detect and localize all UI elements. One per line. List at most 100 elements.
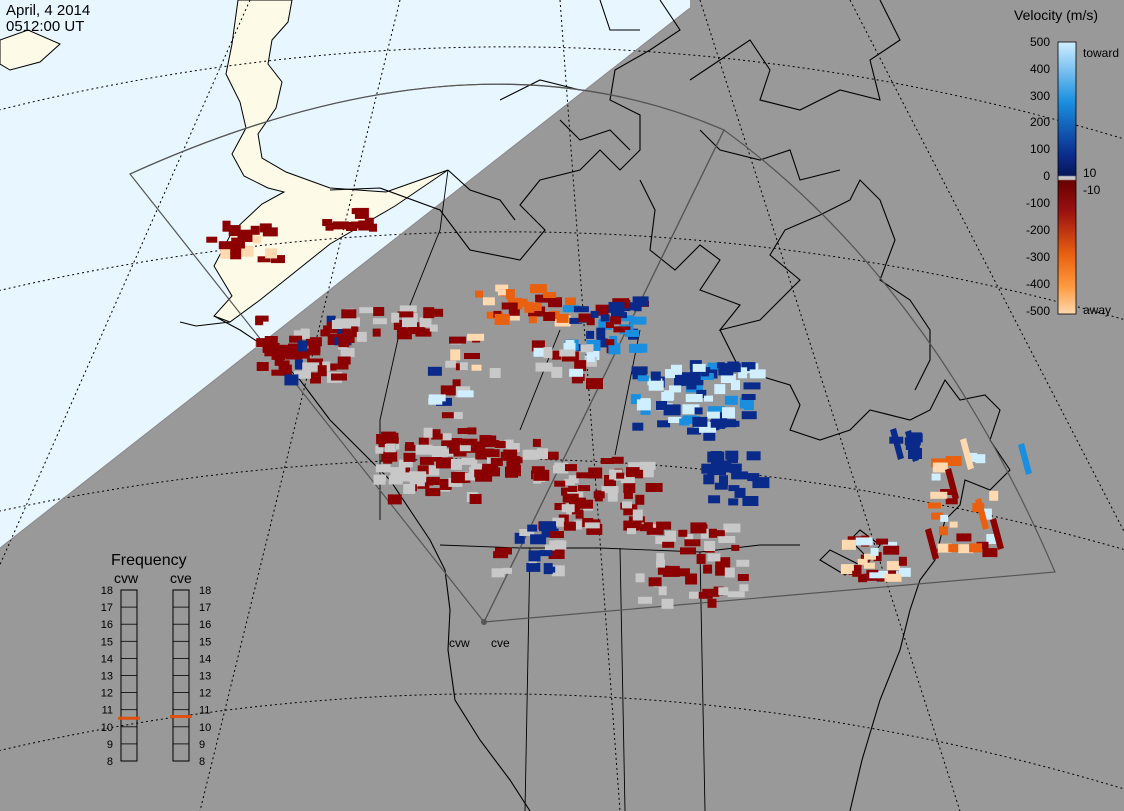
scatter-cell [381,431,397,438]
scatter-cell [509,314,520,321]
frequency-tick: 13 [199,671,211,683]
scatter-cell [690,522,707,534]
scatter-cell [674,374,690,386]
scatter-cell [645,483,663,492]
scatter-cell [693,375,704,386]
scatter-cell [940,489,956,495]
scatter-cell [569,317,583,324]
scatter-cell [752,477,770,489]
colorbar-tick: 200 [1030,115,1050,129]
scatter-cell [551,565,565,577]
scatter-cell [469,494,482,504]
scatter-cell [501,302,518,310]
scatter-cell [639,461,656,470]
scatter-cell [409,471,427,483]
frequency-tick: 11 [102,705,113,717]
scatter-cell [568,497,586,508]
scatter-cell [948,544,962,553]
scatter-cell [663,404,681,416]
scatter-cell [528,316,537,324]
scatter-cell [509,457,523,464]
scatter-cell [586,523,603,535]
frequency-tick: 12 [101,688,113,700]
scatter-cell [710,530,725,537]
scatter-cell [620,475,635,484]
scatter-cell [503,449,518,458]
scatter-cell [699,421,716,433]
scatter-cell [340,348,355,357]
scatter-cell [393,319,407,330]
scatter-cell [305,337,322,347]
colorbar-tick: -200 [1026,223,1050,237]
scatter-cell [731,471,749,480]
colorbar-away-label: away [1083,303,1111,317]
scatter-cell [284,374,299,386]
scatter-cell [898,556,907,566]
scatter-cell [427,366,442,376]
scatter-cell [700,373,714,380]
scatter-cell [417,465,429,475]
scatter-cell [707,598,717,608]
scatter-cell [553,540,564,547]
scatter-cell [546,566,556,573]
figure-date: April, 4 2014 [6,2,91,19]
scatter-cell [228,225,241,237]
scatter-cell [300,328,310,339]
scatter-cell [257,256,271,263]
scatter-cell [858,574,868,583]
scatter-cell [565,464,577,472]
scatter-cell [359,307,376,314]
frequency-tick: 8 [199,756,205,768]
scatter-cell [931,512,944,520]
scatter-cell [372,318,387,325]
scatter-cell [898,567,911,577]
terminator-line [0,7,691,549]
scatter-cell [623,491,633,499]
daylight-land-siberia [0,29,61,71]
scatter-cell [723,363,741,373]
scatter-cell [625,329,639,337]
scatter-cell [738,367,748,379]
scatter-cell [584,522,600,529]
scatter-cell [434,308,444,317]
frequency-panel: Frequency cvw cve 18 17 16 15 14 13 12 11 10 9 8 1… [101,552,212,768]
frequency-tick: 16 [199,619,211,631]
scatter-cell [852,570,861,577]
scatter-cell [884,573,902,582]
scatter-cell [508,306,520,316]
scatter-cell [530,534,547,545]
scatter-cell [656,559,665,568]
scatter-cell [685,394,703,402]
scatter-cell [535,362,553,372]
scatter-cell [680,547,696,555]
scatter-cell [569,368,584,377]
scatter-cell [529,284,547,294]
scatter-cell [578,485,591,492]
scatter-cell [703,429,716,441]
scatter-cell [317,365,327,377]
scatter-cell [513,465,521,477]
scatter-cell [741,394,756,400]
scatter-cell [662,565,680,577]
scatter-cell [883,541,897,548]
scatter-cell [543,347,553,359]
scatter-cell [354,207,369,219]
scatter-cell [350,221,368,229]
scatter-cell [527,563,539,571]
scatter-cell [562,305,580,313]
scatter-cell [718,587,729,596]
scatter-cell [640,408,651,415]
scatter-cell [403,452,416,462]
scatter-cell [505,466,516,478]
scatter-cell [643,522,653,531]
scatter-cell [658,586,667,596]
radar-scatter [206,207,1032,609]
scatter-cell [656,401,667,410]
frequency-tick: 8 [107,756,113,768]
scatter-cell [747,473,760,482]
scatter-cell [730,463,742,471]
scatter-cell [630,394,641,405]
scatter-cell [479,435,492,446]
colorbar-tick: 10 [1083,166,1097,180]
scatter-cell [459,445,471,452]
